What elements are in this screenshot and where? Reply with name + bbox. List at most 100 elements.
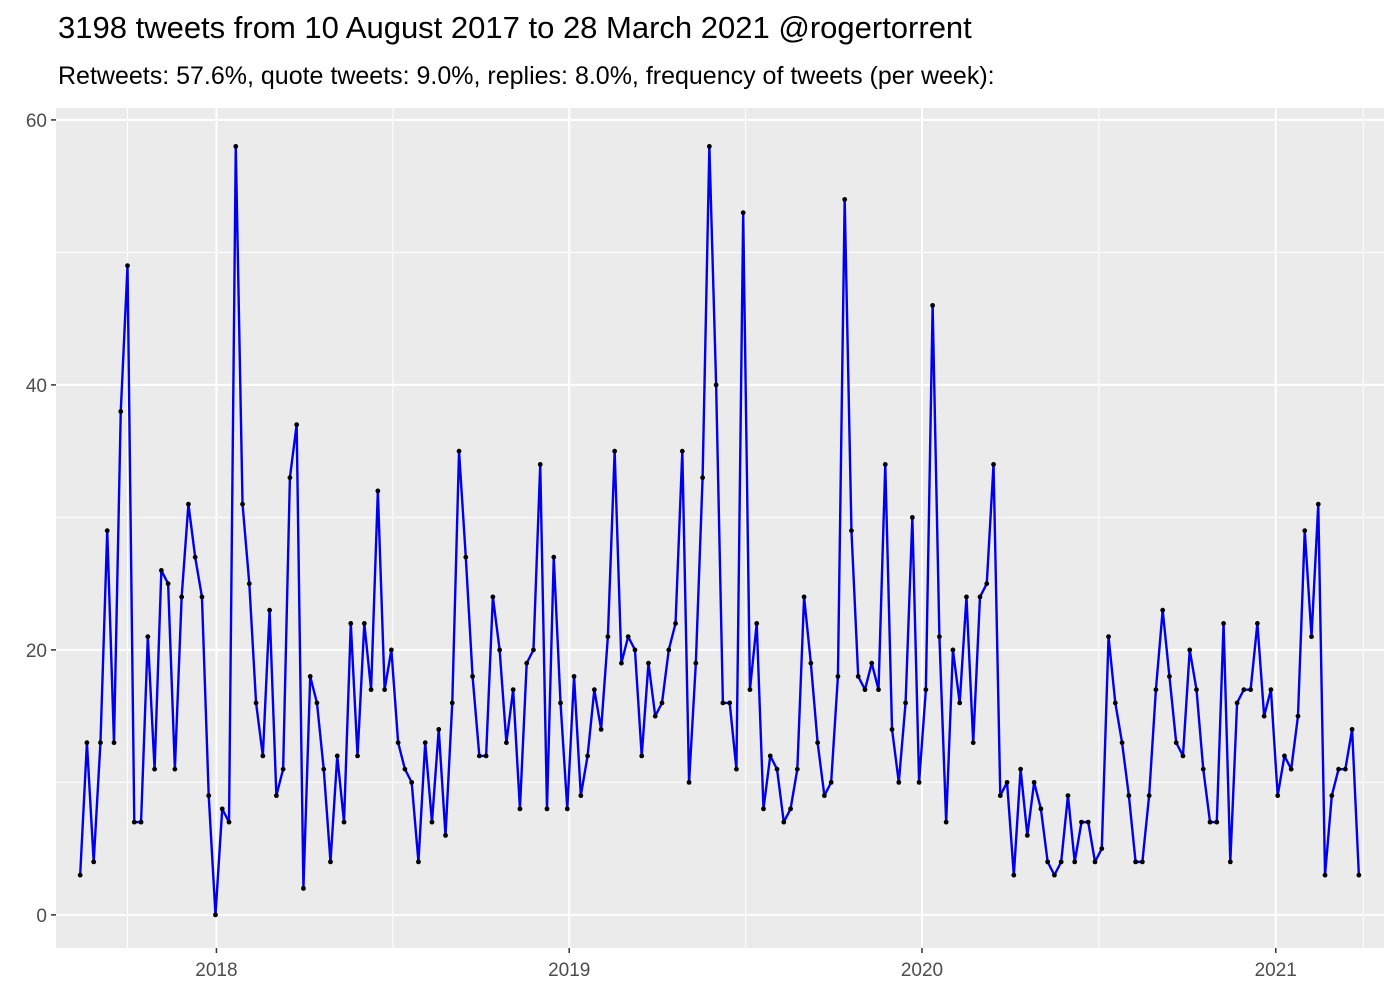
data-point xyxy=(923,687,929,693)
data-point xyxy=(659,700,665,706)
data-point xyxy=(1024,832,1030,838)
data-point xyxy=(1146,793,1152,799)
data-point xyxy=(361,620,367,626)
data-point xyxy=(301,885,306,891)
data-point xyxy=(666,647,672,653)
data-point xyxy=(964,594,969,600)
data-point xyxy=(1248,687,1254,693)
data-point xyxy=(1200,766,1206,772)
data-point xyxy=(91,859,97,865)
data-point xyxy=(1356,872,1362,878)
data-point xyxy=(896,779,902,785)
data-point xyxy=(1282,753,1287,759)
data-point xyxy=(273,793,279,799)
data-point xyxy=(564,806,570,812)
x-tick-label: 2018 xyxy=(195,960,237,981)
data-point xyxy=(226,819,232,825)
data-point xyxy=(801,594,807,600)
data-point xyxy=(774,766,780,772)
data-point xyxy=(1038,806,1044,812)
data-point xyxy=(984,581,990,587)
data-point xyxy=(876,687,881,693)
data-point xyxy=(720,700,726,706)
data-point xyxy=(828,779,834,785)
data-point xyxy=(693,660,699,666)
data-point xyxy=(1052,872,1057,878)
data-point xyxy=(409,779,415,785)
data-point xyxy=(240,501,245,507)
data-point xyxy=(706,144,712,149)
data-point xyxy=(909,515,915,520)
data-point xyxy=(199,594,205,600)
data-point xyxy=(632,647,638,653)
data-point xyxy=(767,753,773,759)
data-point xyxy=(943,819,949,825)
data-point xyxy=(179,594,185,600)
data-point xyxy=(429,819,435,825)
data-point xyxy=(855,673,861,679)
tweet-frequency-series xyxy=(77,144,1362,918)
data-point xyxy=(1160,607,1166,613)
data-point xyxy=(957,700,963,706)
data-point xyxy=(578,793,584,799)
data-point xyxy=(821,793,827,799)
data-point xyxy=(1254,620,1260,626)
data-point xyxy=(652,713,658,719)
y-tick-label: 60 xyxy=(26,111,47,132)
data-point xyxy=(950,647,956,653)
data-point xyxy=(849,528,854,534)
data-point xyxy=(740,210,746,216)
y-tick-label: 40 xyxy=(26,376,47,397)
data-point xyxy=(118,409,124,414)
data-point xyxy=(930,303,936,308)
data-point xyxy=(889,726,895,732)
data-point xyxy=(233,144,239,149)
data-point xyxy=(1187,647,1193,653)
data-point xyxy=(463,554,469,560)
data-point xyxy=(355,753,360,759)
data-point xyxy=(504,740,509,746)
data-point xyxy=(1288,766,1294,772)
data-point xyxy=(395,740,401,746)
data-point xyxy=(727,700,733,706)
data-point xyxy=(497,647,503,653)
data-point xyxy=(815,740,821,746)
data-point xyxy=(287,475,293,481)
data-point xyxy=(213,912,218,918)
data-point xyxy=(375,488,381,494)
data-point xyxy=(1349,726,1355,732)
data-point xyxy=(1153,687,1159,693)
data-point xyxy=(1072,859,1078,865)
data-point xyxy=(510,687,516,693)
data-point xyxy=(416,859,421,865)
data-point xyxy=(598,726,604,732)
data-point xyxy=(490,594,496,600)
data-point xyxy=(754,620,760,626)
data-point xyxy=(321,766,327,772)
chart-subtitle: Retweets: 57.6%, quote tweets: 9.0%, rep… xyxy=(58,62,995,90)
data-point xyxy=(1018,766,1023,772)
data-point xyxy=(869,660,875,666)
data-point xyxy=(1295,713,1301,719)
data-point xyxy=(206,793,212,799)
data-point xyxy=(1173,740,1179,746)
data-point xyxy=(1085,819,1091,825)
data-point xyxy=(1180,753,1186,759)
data-point xyxy=(1322,872,1328,878)
data-point xyxy=(138,819,144,825)
data-point xyxy=(246,581,252,587)
data-point xyxy=(267,607,272,613)
data-point xyxy=(571,673,577,679)
data-point xyxy=(1275,793,1281,799)
data-point xyxy=(862,687,868,693)
data-point xyxy=(476,753,482,759)
x-tick-label: 2021 xyxy=(1255,960,1297,981)
data-point xyxy=(1112,700,1118,706)
data-point xyxy=(260,753,266,759)
data-point xyxy=(612,448,618,454)
data-point xyxy=(125,263,130,269)
data-point xyxy=(619,660,624,666)
data-point xyxy=(186,501,191,507)
data-point xyxy=(402,766,408,772)
data-point xyxy=(970,740,976,746)
